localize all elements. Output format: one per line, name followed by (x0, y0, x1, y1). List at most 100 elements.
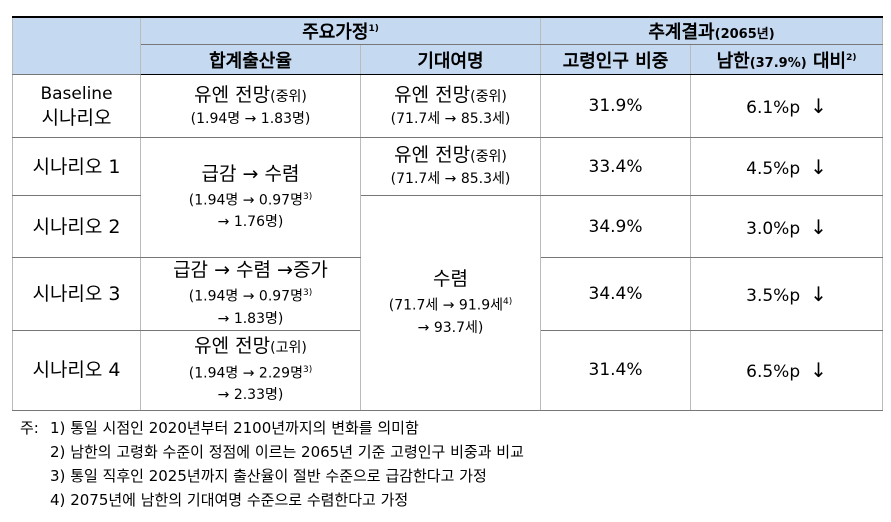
note-text: 통일 직후인 2025년까지 출산율이 절반 수준으로 급감한다고 가정 (70, 467, 487, 485)
footnote-mark: 3) (302, 364, 313, 375)
share-cell: 33.4% (540, 137, 692, 196)
detail: (71.7세 → 85.3세) (390, 110, 511, 127)
footnote-mark: 3) (302, 288, 313, 298)
scenario-text: 시나리오 4 (32, 359, 121, 382)
scenario-cell: 시나리오 1 (12, 137, 141, 196)
header-row: 합계출산율 기대여명 고령인구 비중 남한(37.9%) 대비2) (13, 44, 884, 75)
label: 수렴 (433, 268, 468, 290)
diff-cell: 3.0%p ↓ (690, 195, 884, 258)
footnote-mark: 4) (502, 297, 513, 307)
header-text: 대비 (812, 50, 847, 72)
share-cell: 31.9% (540, 74, 692, 138)
header-cell: 남한(37.9%) 대비2) (690, 44, 884, 75)
note: 주: 1) 통일 시점인 2020년부터 2100년까지의 변화를 의미함 (20, 416, 524, 440)
life-cell: 유엔 전망(중위) (71.7세 → 85.3세) (359, 74, 542, 138)
fertility-cell: 유엔 전망(중위) (1.94명 → 1.83명) (140, 74, 361, 138)
detail: → 1.76명) (217, 214, 284, 231)
detail: (1.94명 → 1.83명) (190, 110, 311, 127)
header-text: 기대여명 (417, 50, 484, 72)
header-cell: 고령인구 비중 (540, 44, 692, 75)
detail: (71.7세 → 91.9세 (388, 297, 503, 314)
note-num: 4) (50, 491, 66, 509)
note: 4) 2075년에 남한의 기대여명 수준으로 수렴한다고 가정 (20, 488, 524, 512)
share-cell: 31.4% (540, 330, 692, 411)
note-text: 2075년에 남한의 기대여명 수준으로 수렴한다고 가정 (70, 491, 409, 509)
header-cell: 합계출산율 (140, 44, 361, 75)
diff-cell: 6.5%p ↓ (690, 330, 884, 411)
fertility-cell: 급감 → 수렴 (1.94명 → 0.97명3) → 1.76명) (140, 137, 361, 258)
variant: (중위) (470, 88, 507, 105)
footnote-mark: 1) (368, 24, 379, 34)
label: 유엔 전망 (194, 334, 271, 357)
note-prefix: 주: (20, 419, 39, 437)
header-text: 주요가정 (302, 22, 369, 43)
scenario-table: 주요가정1) 추계결과(2065년) 합계출산율 기대여명 고령인구 비중 남한… (12, 16, 884, 411)
detail: (1.94명 → 0.97명 (188, 288, 303, 305)
life-cell: 수렴 (71.7세 → 91.9세4) → 93.7세) (359, 195, 542, 411)
label: 유엔 전망 (394, 144, 471, 166)
value: 33.4% (588, 156, 643, 177)
note: 3) 통일 직후인 2025년까지 출산율이 절반 수준으로 급감한다고 가정 (20, 464, 524, 488)
arrow: ↓ (810, 214, 827, 239)
row: 시나리오 3 급감 → 수렴 →증가 (1.94명 → 0.97명3) → 1.83… (12, 257, 884, 331)
footnote-mark: 2) (846, 52, 857, 63)
scenario-text: 시나리오 3 (32, 282, 121, 305)
row: 시나리오 4 유엔 전망(고위) (1.94명 → 2.29명3) → 2.33명)… (12, 330, 884, 411)
variant: (고위) (270, 339, 307, 356)
value: 34.9% (588, 216, 643, 237)
header-text: 추계결과 (648, 22, 715, 43)
notes: 주: 1) 통일 시점인 2020년부터 2100년까지의 변화를 의미함 2) … (20, 416, 524, 512)
value: 4.5%p (746, 158, 801, 179)
note-text: 통일 시점인 2020년부터 2100년까지의 변화를 의미함 (70, 419, 419, 437)
scenario-text: 시나리오 1 (32, 155, 121, 178)
value: 31.9% (588, 96, 643, 116)
detail: (1.94명 → 2.29명 (188, 365, 303, 382)
detail: (1.94명 → 0.97명 (188, 192, 303, 209)
label: 유엔 전망 (394, 83, 471, 106)
row: 시나리오 2 수렴 (71.7세 → 91.9세4) → 93.7세) 34.9% … (12, 195, 884, 411)
scenario-cell: Baseline 시나리오 (12, 74, 141, 138)
scenario-text: 시나리오 (41, 107, 112, 129)
header-cell: 추계결과(2065년) (540, 16, 884, 45)
note-num: 3) (50, 467, 66, 485)
diff-cell: 4.5%p ↓ (690, 137, 884, 196)
value: 34.4% (588, 283, 643, 304)
header-text: 남한 (716, 50, 750, 72)
arrow: ↓ (810, 358, 827, 383)
share-cell: 34.4% (540, 257, 692, 331)
scenario-cell: 시나리오 4 (12, 330, 141, 411)
variant: (중위) (470, 149, 507, 165)
value: 31.4% (588, 360, 643, 381)
row: 시나리오 1 급감 → 수렴 (1.94명 → 0.97명3) → 1.76명) 유… (12, 137, 884, 258)
header-row: 주요가정1) 추계결과(2065년) (12, 16, 884, 75)
value: 6.5%p (746, 362, 801, 383)
label: 유엔 전망 (194, 83, 271, 106)
value: 3.5%p (746, 285, 801, 306)
scenario-cell: 시나리오 3 (12, 257, 141, 331)
arrow: ↓ (810, 94, 827, 118)
diff-cell: 3.5%p ↓ (690, 257, 884, 331)
diff-cell: 6.1%p ↓ (690, 74, 884, 138)
corner-cell (12, 16, 141, 75)
variant: (중위) (270, 88, 307, 105)
header-text: 고령인구 비중 (562, 50, 669, 72)
fertility-cell: 급감 → 수렴 →증가 (1.94명 → 0.97명3) → 1.83명) (140, 257, 361, 331)
label: 급감 → 수렴 →증가 (173, 259, 328, 281)
row: Baseline 시나리오 유엔 전망(중위) (1.94명 → 1.83명) 유엔… (12, 74, 884, 138)
note: 2) 남한의 고령화 수준이 정점에 이르는 2065년 기준 고령인구 비중과… (20, 440, 524, 464)
fertility-cell: 유엔 전망(고위) (1.94명 → 2.29명3) → 2.33명) (140, 330, 361, 411)
value: 3.0%p (746, 218, 801, 239)
arrow: ↓ (810, 154, 827, 179)
value: 6.1%p (746, 98, 801, 118)
detail: (71.7세 → 85.3세) (390, 171, 511, 187)
header-cell: 기대여명 (359, 44, 542, 75)
scenario-cell: 시나리오 2 (12, 195, 141, 258)
note-text: 남한의 고령화 수준이 정점에 이르는 2065년 기준 고령인구 비중과 비교 (70, 443, 524, 461)
arrow: ↓ (810, 281, 827, 306)
detail: → 1.83명) (217, 310, 284, 327)
scenario-text: 시나리오 2 (32, 215, 121, 238)
header-text: 합계출산율 (209, 50, 292, 72)
header-text: (2065년) (714, 27, 775, 42)
share-cell: 34.9% (540, 195, 692, 258)
